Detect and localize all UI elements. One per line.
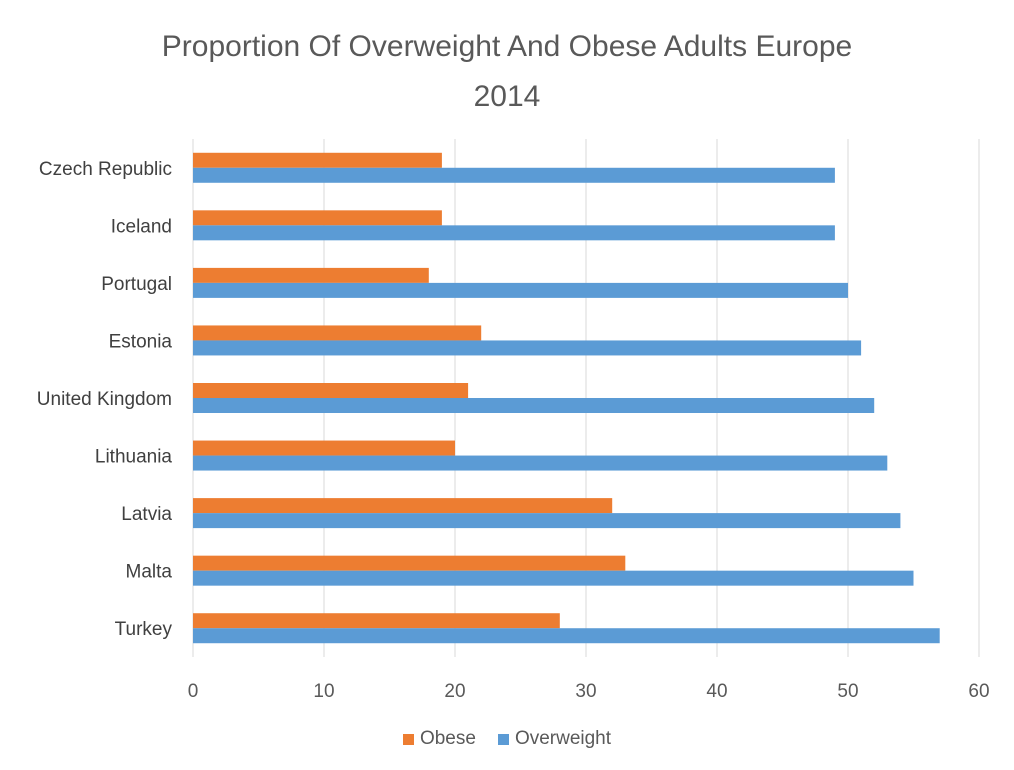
x-tick-label-60: 60 <box>968 681 989 702</box>
category-label-estonia: Estonia <box>109 331 173 352</box>
category-label-iceland: Iceland <box>111 216 172 237</box>
bar-obese-united-kingdom <box>193 383 469 398</box>
bar-obese-lithuania <box>193 440 455 456</box>
bar-overweight-latvia <box>193 513 901 529</box>
bar-obese-estonia <box>193 325 482 341</box>
category-label-malta: Malta <box>126 562 173 583</box>
category-label-czech-republic: Czech Republic <box>39 159 172 180</box>
category-label-turkey: Turkey <box>115 619 173 640</box>
x-tick-label-30: 30 <box>575 681 596 702</box>
category-label-lithuania: Lithuania <box>95 447 173 468</box>
x-tick-label-50: 50 <box>837 681 858 702</box>
legend: Obese Overweight <box>0 728 1014 750</box>
bar-obese-iceland <box>193 210 442 226</box>
x-tick-labels: 0 10 20 30 40 50 60 <box>188 681 990 702</box>
bar-overweight-portugal <box>193 282 848 298</box>
x-tick-label-0: 0 <box>188 681 199 702</box>
chart-title-line-1: Proportion Of Overweight And Obese Adult… <box>161 30 853 63</box>
x-tick-label-20: 20 <box>444 681 465 702</box>
bar-obese-portugal <box>193 267 429 283</box>
bars <box>193 152 940 644</box>
bar-obese-turkey <box>193 613 560 629</box>
category-labels: Czech Republic Iceland Portugal Estonia Unit… <box>37 159 173 640</box>
legend-item-overweight: Overweight <box>497 728 612 750</box>
category-label-united-kingdom: United Kingdom <box>37 389 172 410</box>
bar-overweight-iceland <box>193 225 835 241</box>
bar-overweight-estonia <box>193 340 862 356</box>
x-tick-label-40: 40 <box>706 681 727 702</box>
legend-label-overweight: Overweight <box>514 728 612 749</box>
bar-overweight-turkey <box>193 628 940 644</box>
legend-swatch-obese <box>402 733 414 745</box>
legend-item-obese: Obese <box>402 728 476 750</box>
chart-title: Proportion Of Overweight And Obese Adult… <box>0 22 1014 122</box>
chart-title-line-2: 2014 <box>473 80 541 113</box>
bar-obese-latvia <box>193 498 613 514</box>
category-label-latvia: Latvia <box>121 504 172 525</box>
legend-swatch-overweight <box>497 733 509 745</box>
category-label-portugal: Portugal <box>101 274 172 295</box>
x-tick-label-10: 10 <box>313 681 334 702</box>
bar-obese-malta <box>193 555 626 571</box>
bar-overweight-malta <box>193 570 914 586</box>
bar-overweight-united-kingdom <box>193 398 875 413</box>
bar-overweight-czech-republic <box>193 167 835 183</box>
bar-overweight-lithuania <box>193 455 888 471</box>
legend-label-obese: Obese <box>419 728 476 749</box>
bar-obese-czech-republic <box>193 152 442 168</box>
